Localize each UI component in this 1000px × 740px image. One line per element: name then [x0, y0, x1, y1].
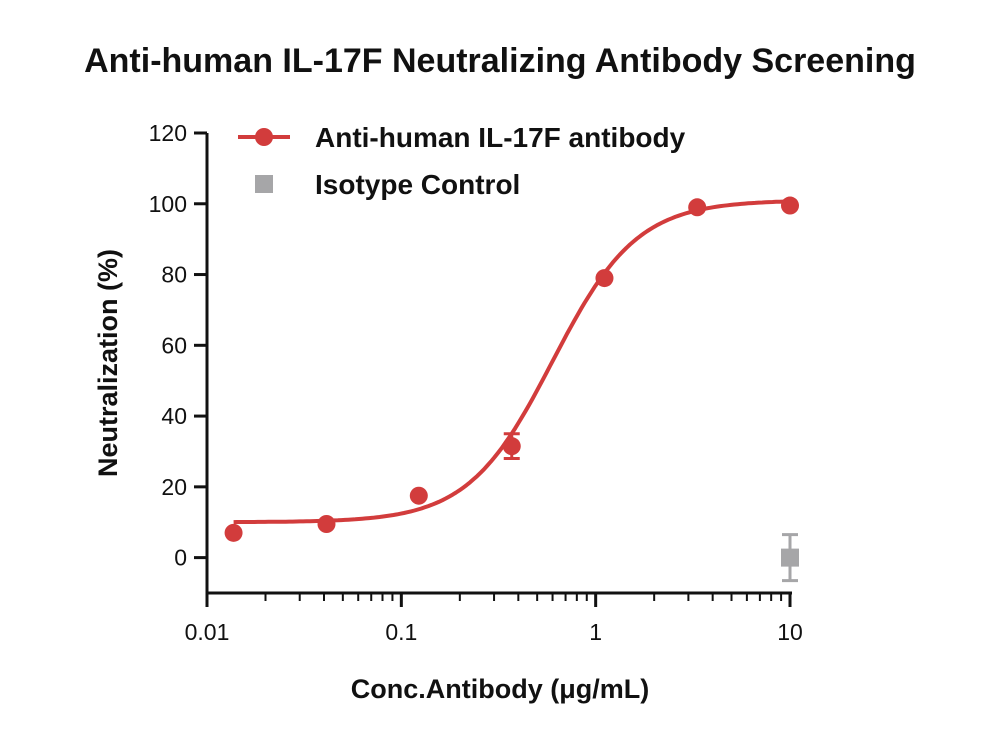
- y-tick-label: 120: [149, 120, 187, 146]
- y-tick-label: 100: [149, 191, 187, 217]
- y-axis-title: Neutralization (%): [93, 249, 123, 477]
- data-point: [595, 269, 614, 288]
- legend-label: Anti-human IL-17F antibody: [315, 122, 686, 153]
- x-tick-label: 0.1: [385, 619, 417, 645]
- y-tick-label: 0: [174, 545, 187, 571]
- legend-marker: [255, 175, 273, 193]
- y-tick-label: 60: [161, 332, 187, 358]
- data-point: [781, 548, 799, 567]
- data-point: [409, 486, 428, 505]
- legend: Anti-human IL-17F antibody Isotype Contro…: [238, 122, 686, 200]
- x-axis-title: Conc.Antibody (μg/mL): [351, 674, 649, 704]
- data-point: [688, 198, 707, 217]
- y-tick-label: 40: [161, 403, 187, 429]
- chart-title: Anti-human IL-17F Neutralizing Antibody …: [84, 42, 916, 80]
- data-point: [502, 437, 521, 456]
- axes: 0 20 40 60 80 100 120 0.01 0.1 1 10: [149, 120, 803, 645]
- plot-area: [224, 196, 799, 583]
- data-point: [781, 196, 799, 215]
- x-tick-label: 10: [777, 619, 803, 645]
- legend-label: Isotype Control: [315, 169, 520, 200]
- y-tick-label: 80: [161, 262, 187, 288]
- data-point: [317, 515, 336, 533]
- fit-curve: [233, 199, 791, 525]
- y-tick-label: 20: [161, 474, 187, 500]
- data-point: [224, 523, 243, 542]
- legend-marker: [255, 128, 273, 146]
- x-tick-label: 0.01: [185, 619, 230, 645]
- x-tick-label: 1: [589, 619, 602, 645]
